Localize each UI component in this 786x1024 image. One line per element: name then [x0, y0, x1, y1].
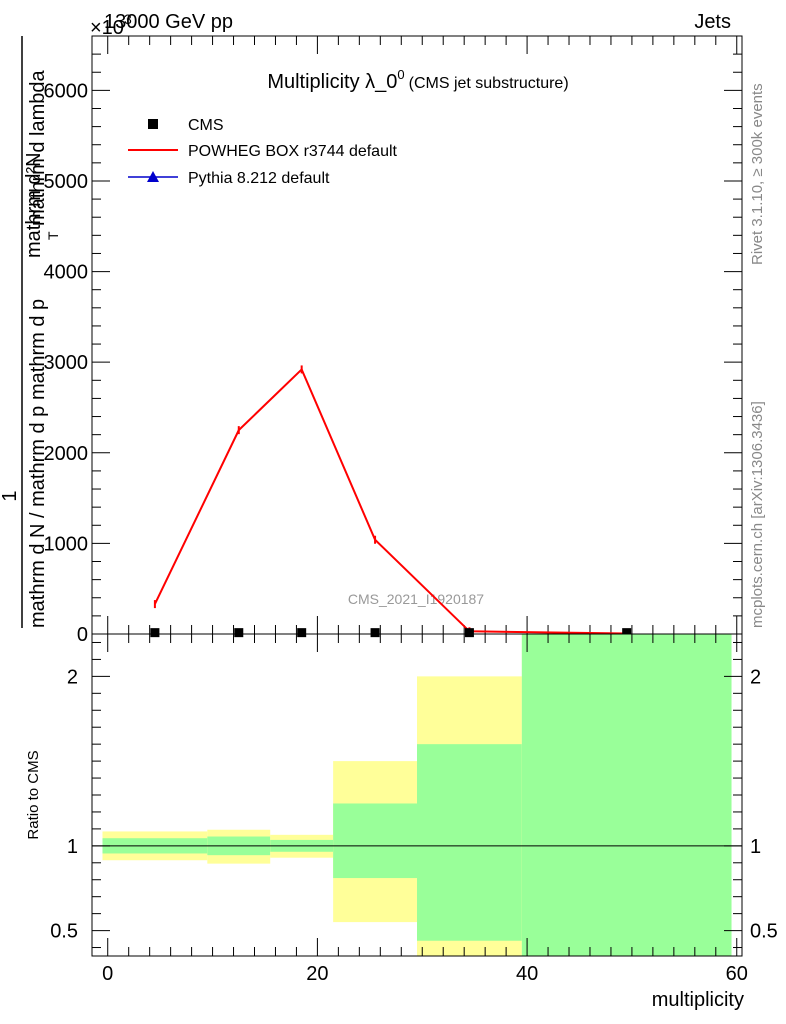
powheg-line: [154, 367, 627, 635]
y-label-denominator: mathrm d N / mathrm d p: [27, 406, 49, 628]
rivet-label: Rivet 3.1.10, ≥ 300k events: [749, 83, 766, 265]
ratio-panel: 0.5 0.5 1 1 2 2 0 20 40 60 Ratio to CMS multipli…: [25, 633, 778, 1011]
y-label-lambda: mathrm d lambda: [27, 70, 49, 226]
ratio-x-tick-label: 20: [306, 963, 328, 985]
main-y-label: 1 mathrm d²N mathrm d N / mathrm d p mat…: [0, 36, 61, 628]
y-exponent-power: 3: [124, 11, 132, 27]
legend-powheg-label: POWHEG BOX r3744 default: [188, 143, 398, 160]
ratio-x-ticks: 0 20 40 60: [102, 634, 748, 985]
main-y-tick-label: 1000: [44, 533, 89, 555]
cms-point: [150, 628, 160, 638]
cms-point: [370, 628, 380, 638]
ratio-green-band: [417, 744, 522, 941]
main-y-ticks: 0 1000 2000 3000 4000 5000 6000: [44, 35, 742, 646]
mcplots-label: mcplots.cern.ch [arXiv:1306.3436]: [749, 401, 766, 628]
ratio-y-tick-label: 2: [67, 666, 78, 688]
main-y-tick-label: 2000: [44, 443, 89, 465]
ratio-y-tick-label: 0.5: [50, 921, 78, 943]
main-y-tick-label: 5000: [44, 171, 89, 193]
ratio-y-label: Ratio to CMS: [25, 750, 42, 839]
ratio-y-tick-label: 1: [67, 836, 78, 858]
legend-pythia-marker: [147, 171, 159, 182]
ratio-y-ticks: 0.5 0.5 1 1 2 2: [50, 641, 778, 949]
legend: CMS POWHEG BOX r3744 default Pythia 8.21…: [128, 117, 398, 187]
y-label-subscript: T: [45, 231, 61, 240]
y-exponent-base: ×10: [90, 17, 124, 39]
main-y-tick-label: 0: [77, 624, 88, 646]
y-label-numerator: mathrm d²N: [23, 152, 45, 258]
main-y-tick-label: 6000: [44, 80, 89, 102]
ratio-y-tick-label-right: 0.5: [750, 921, 778, 943]
x-axis-label: multiplicity: [652, 989, 744, 1011]
cms-point: [297, 628, 307, 638]
plot-title: Multiplicity λ_00 (CMS jet substructure): [267, 67, 568, 93]
ratio-x-tick-label: 40: [516, 963, 538, 985]
ratio-bands: [102, 634, 732, 956]
cms-point: [234, 628, 244, 638]
legend-cms-marker: [148, 119, 158, 129]
y-label-denominator-2: mathrm d p: [27, 299, 49, 400]
y-exponent-label: ×103: [90, 11, 132, 39]
legend-pythia-label: Pythia 8.212 default: [188, 170, 330, 187]
process-label: Jets: [694, 11, 731, 33]
plot-title-sup: 0: [397, 67, 404, 82]
collision-label: 13000 GeV pp: [104, 11, 233, 33]
main-y-tick-label: 3000: [44, 352, 89, 374]
ratio-green-band: [521, 634, 732, 956]
y-label-one: 1: [0, 490, 21, 501]
cms-point: [622, 628, 632, 638]
ratio-x-tick-label: 60: [726, 963, 748, 985]
analysis-watermark: CMS_2021_I1920187: [348, 591, 484, 607]
main-y-tick-label: 4000: [44, 262, 89, 284]
cms-point: [464, 628, 474, 638]
ratio-x-tick-label: 0: [102, 963, 113, 985]
ratio-y-tick-label-right: 1: [750, 836, 761, 858]
ratio-green-band: [333, 803, 417, 879]
plot-title-sub: (CMS jet substructure): [409, 75, 569, 92]
ratio-y-tick-label-right: 2: [750, 666, 761, 688]
legend-cms-label: CMS: [188, 117, 224, 134]
plot-title-main: Multiplicity λ_0: [267, 71, 397, 93]
